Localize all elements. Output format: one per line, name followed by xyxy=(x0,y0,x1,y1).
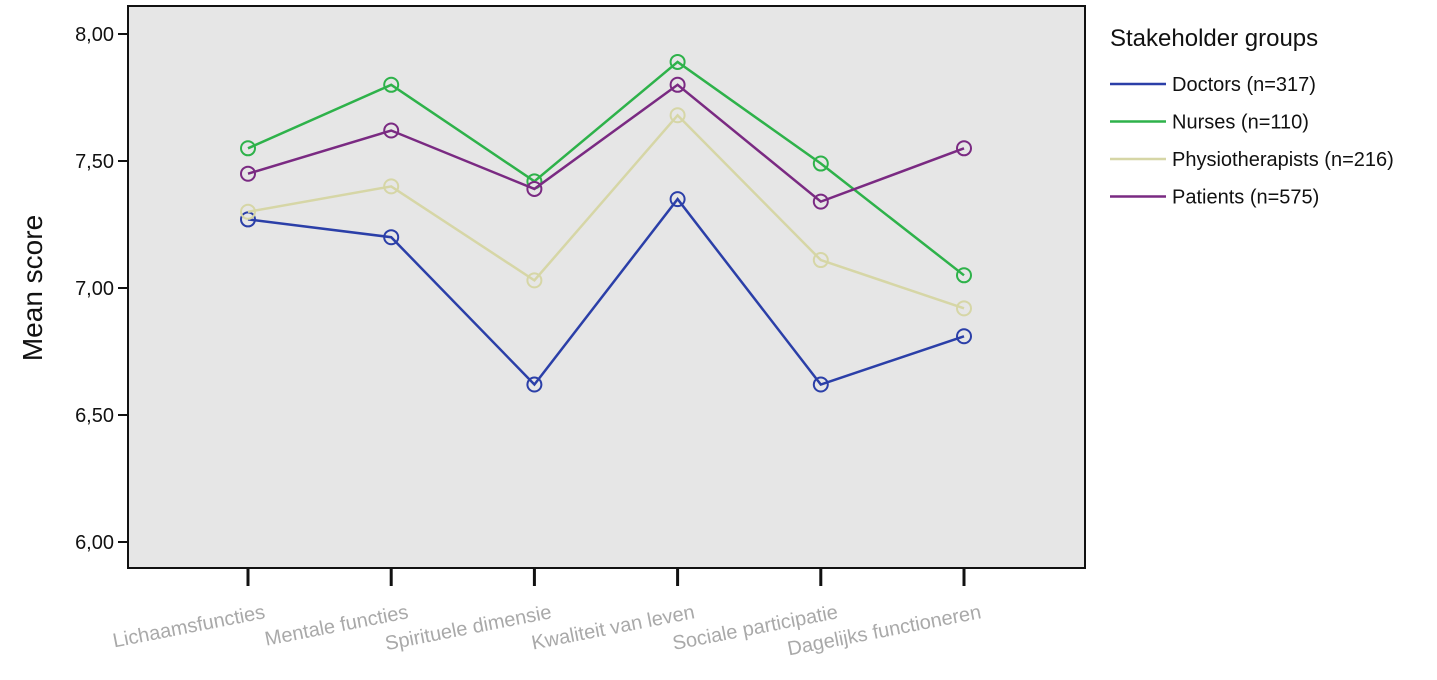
legend-title: Stakeholder groups xyxy=(1110,25,1318,52)
data-point xyxy=(956,300,972,317)
data-point xyxy=(812,193,829,210)
series-3 xyxy=(240,76,972,210)
data-point xyxy=(812,376,829,393)
x-tick-label: Kwaliteit van leven xyxy=(530,601,697,654)
legend-label: Nurses (n=110) xyxy=(1172,112,1309,134)
series-line xyxy=(247,60,965,277)
y-tick-label: 6,50 xyxy=(75,405,114,427)
x-tick-label: Lichaamsfuncties xyxy=(111,601,267,652)
series-line xyxy=(247,83,965,204)
series-layer xyxy=(240,53,972,393)
data-point xyxy=(812,155,829,172)
data-point xyxy=(812,252,829,269)
y-axis-title: Mean score xyxy=(17,215,48,361)
data-point xyxy=(669,107,686,124)
data-point xyxy=(956,267,972,284)
data-point xyxy=(526,272,543,289)
series-0 xyxy=(240,191,972,393)
data-point xyxy=(383,229,400,246)
legend-label: Physiotherapists (n=216) xyxy=(1172,149,1394,171)
legend-label: Patients (n=575) xyxy=(1172,187,1319,209)
y-axis: 6,00 6,50 7,00 7,50 8,00 xyxy=(75,24,128,554)
data-point xyxy=(383,178,400,195)
plot-area xyxy=(127,5,1086,569)
data-point xyxy=(240,140,256,157)
y-tick-label: 7,00 xyxy=(75,278,114,300)
series-line xyxy=(247,113,965,310)
data-point xyxy=(669,76,686,93)
series-line xyxy=(247,197,965,387)
legend-label: Doctors (n=317) xyxy=(1172,74,1316,96)
data-point xyxy=(956,328,972,345)
data-point xyxy=(240,203,256,220)
x-tick-label: Spirituele dimensie xyxy=(383,601,553,655)
series-1 xyxy=(240,53,972,284)
data-point xyxy=(240,211,256,228)
y-tick-label: 7,50 xyxy=(75,151,114,173)
data-point xyxy=(669,191,686,208)
legend: Stakeholder groups Doctors (n=317) Nurses… xyxy=(1110,25,1394,209)
data-point xyxy=(669,53,686,70)
data-point xyxy=(383,76,400,93)
y-tick-label: 8,00 xyxy=(75,24,114,46)
data-point xyxy=(526,180,543,197)
data-point xyxy=(240,165,256,182)
data-point xyxy=(956,140,972,157)
y-tick-label: 6,00 xyxy=(75,532,114,554)
series-2 xyxy=(240,107,972,317)
data-point xyxy=(383,122,400,139)
data-point xyxy=(526,376,543,393)
